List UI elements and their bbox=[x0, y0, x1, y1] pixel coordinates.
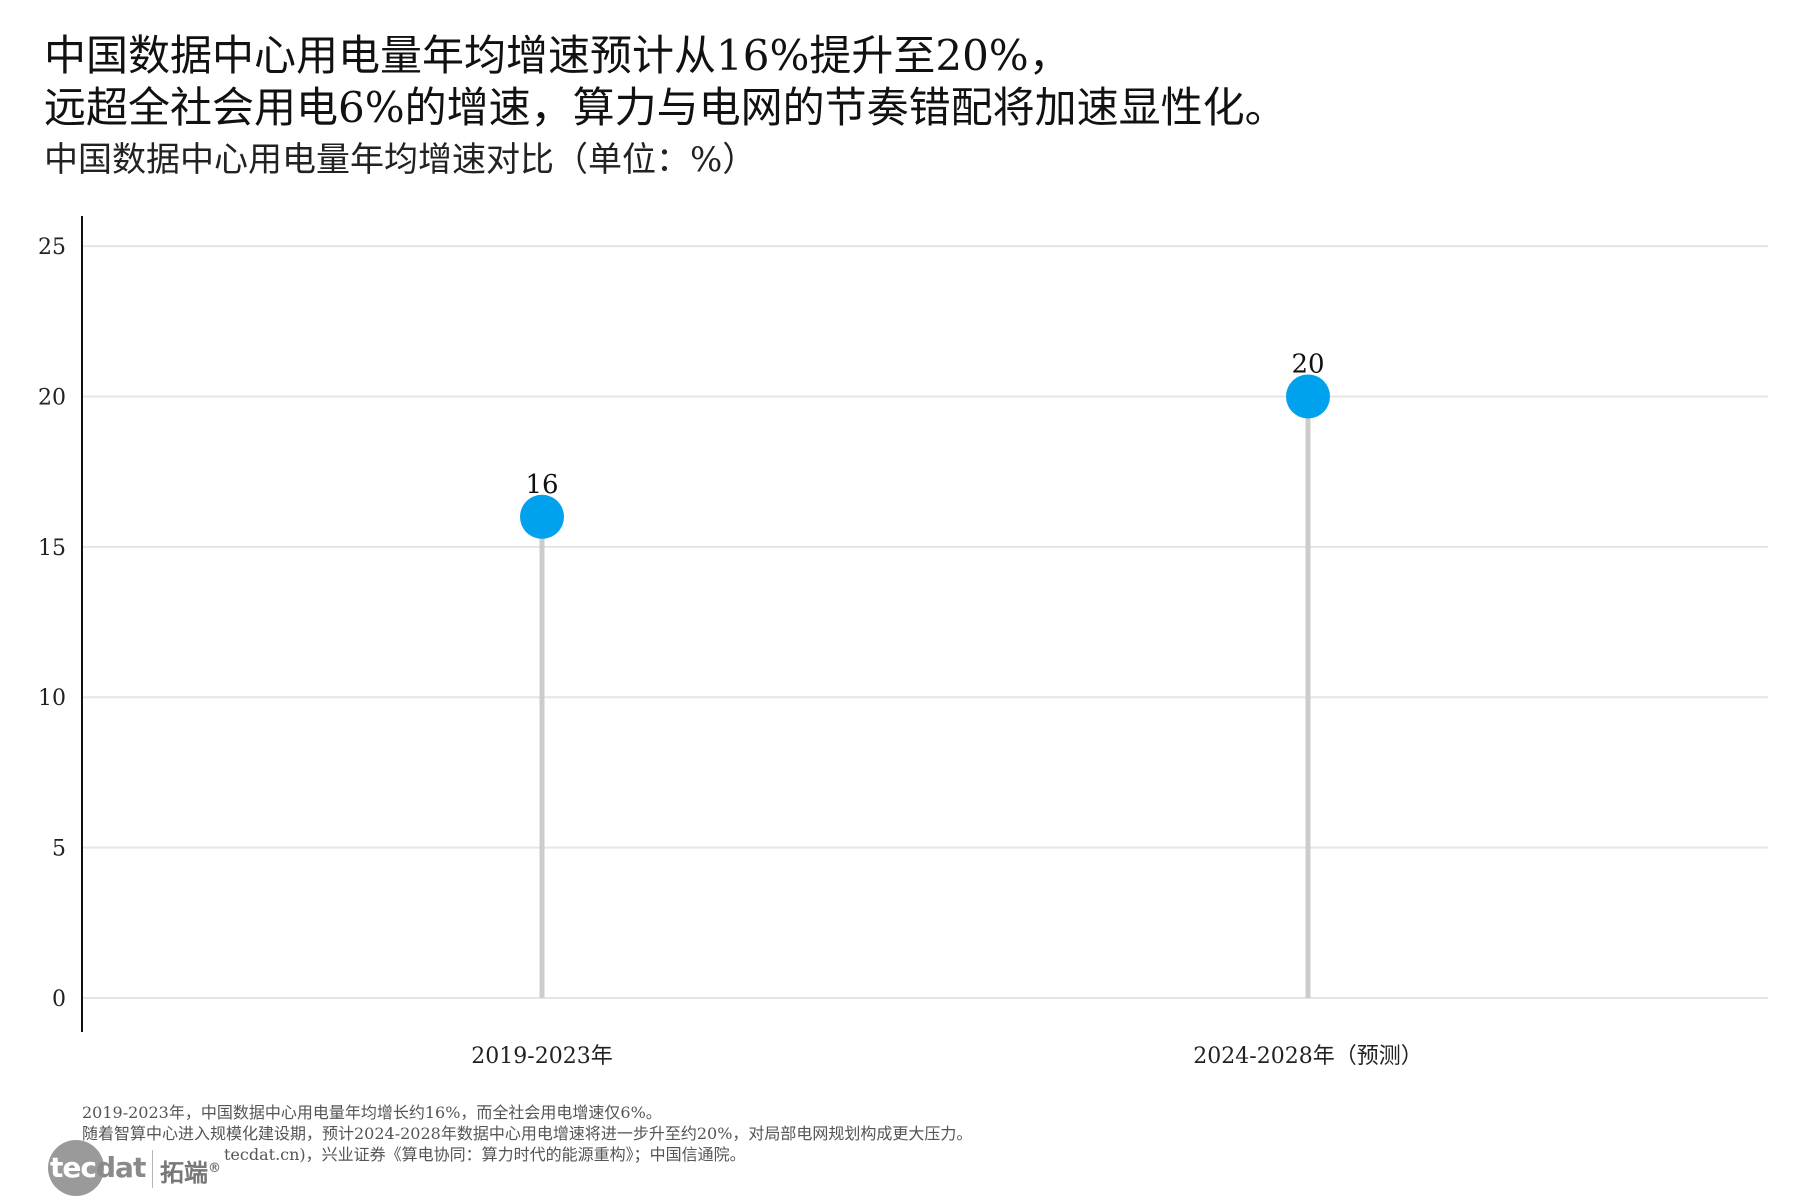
y-tick-label: 15 bbox=[38, 536, 66, 561]
chart-subtitle: 中国数据中心用电量年均增速对比（单位：%） bbox=[44, 140, 757, 180]
y-tick-label: 5 bbox=[52, 837, 66, 862]
note-line-1: 2019-2023年，中国数据中心用电量年均增长约16%，而全社会用电增速仅6%… bbox=[82, 1103, 662, 1122]
data-label: 16 bbox=[525, 470, 558, 500]
chart-headline: 中国数据中心用电量年均增速预计从16%提升至20%， 远超全社会用电6%的增速，… bbox=[44, 30, 1287, 134]
point-layer bbox=[520, 374, 1330, 539]
tecdat-logo: tec dat 拓端® bbox=[48, 1140, 238, 1200]
note-line-2: 随着智算中心进入规模化建设期，预计2024-2028年数据中心用电增速将进一步升… bbox=[82, 1124, 973, 1143]
note-line-3: tecdat.cn)，兴业证券《算电协同：算力时代的能源重构》；中国信通院。 bbox=[224, 1145, 746, 1164]
logo-mark-right: dat bbox=[96, 1151, 146, 1184]
x-tick-label: 2019-2023年 bbox=[471, 1044, 612, 1069]
y-tick-label: 20 bbox=[38, 385, 66, 410]
headline-line-1: 中国数据中心用电量年均增速预计从16%提升至20%， bbox=[44, 31, 1071, 80]
logo-name: 拓端® bbox=[160, 1153, 221, 1188]
lollipop-point bbox=[520, 494, 564, 539]
x-tick-label: 2024-2028年（预测） bbox=[1193, 1044, 1422, 1069]
grid-layer bbox=[82, 245, 1768, 999]
headline-line-2: 远超全社会用电6%的增速，算力与电网的节奏错配将加速显性化。 bbox=[44, 83, 1287, 132]
logo-divider bbox=[152, 1150, 153, 1188]
logo-name-cn: 拓端 bbox=[160, 1159, 208, 1187]
logo-mark-left: tec bbox=[50, 1151, 97, 1184]
y-tick-label: 0 bbox=[52, 987, 66, 1012]
y-tick-label: 10 bbox=[38, 686, 66, 711]
data-label: 20 bbox=[1291, 349, 1324, 379]
stem-layer bbox=[539, 396, 1311, 998]
axis-layer: 0 5 10 15 20 25 2019-2023年 2024-2028年（预测） bbox=[38, 216, 1423, 1069]
logo-circle-icon bbox=[48, 1140, 104, 1196]
logo-registered-mark: ® bbox=[208, 1161, 221, 1176]
chart-notes: 2019-2023年，中国数据中心用电量年均增长约16%，而全社会用电增速仅6%… bbox=[82, 1102, 972, 1165]
lollipop-point bbox=[1286, 374, 1330, 419]
y-tick-label: 25 bbox=[38, 235, 66, 260]
